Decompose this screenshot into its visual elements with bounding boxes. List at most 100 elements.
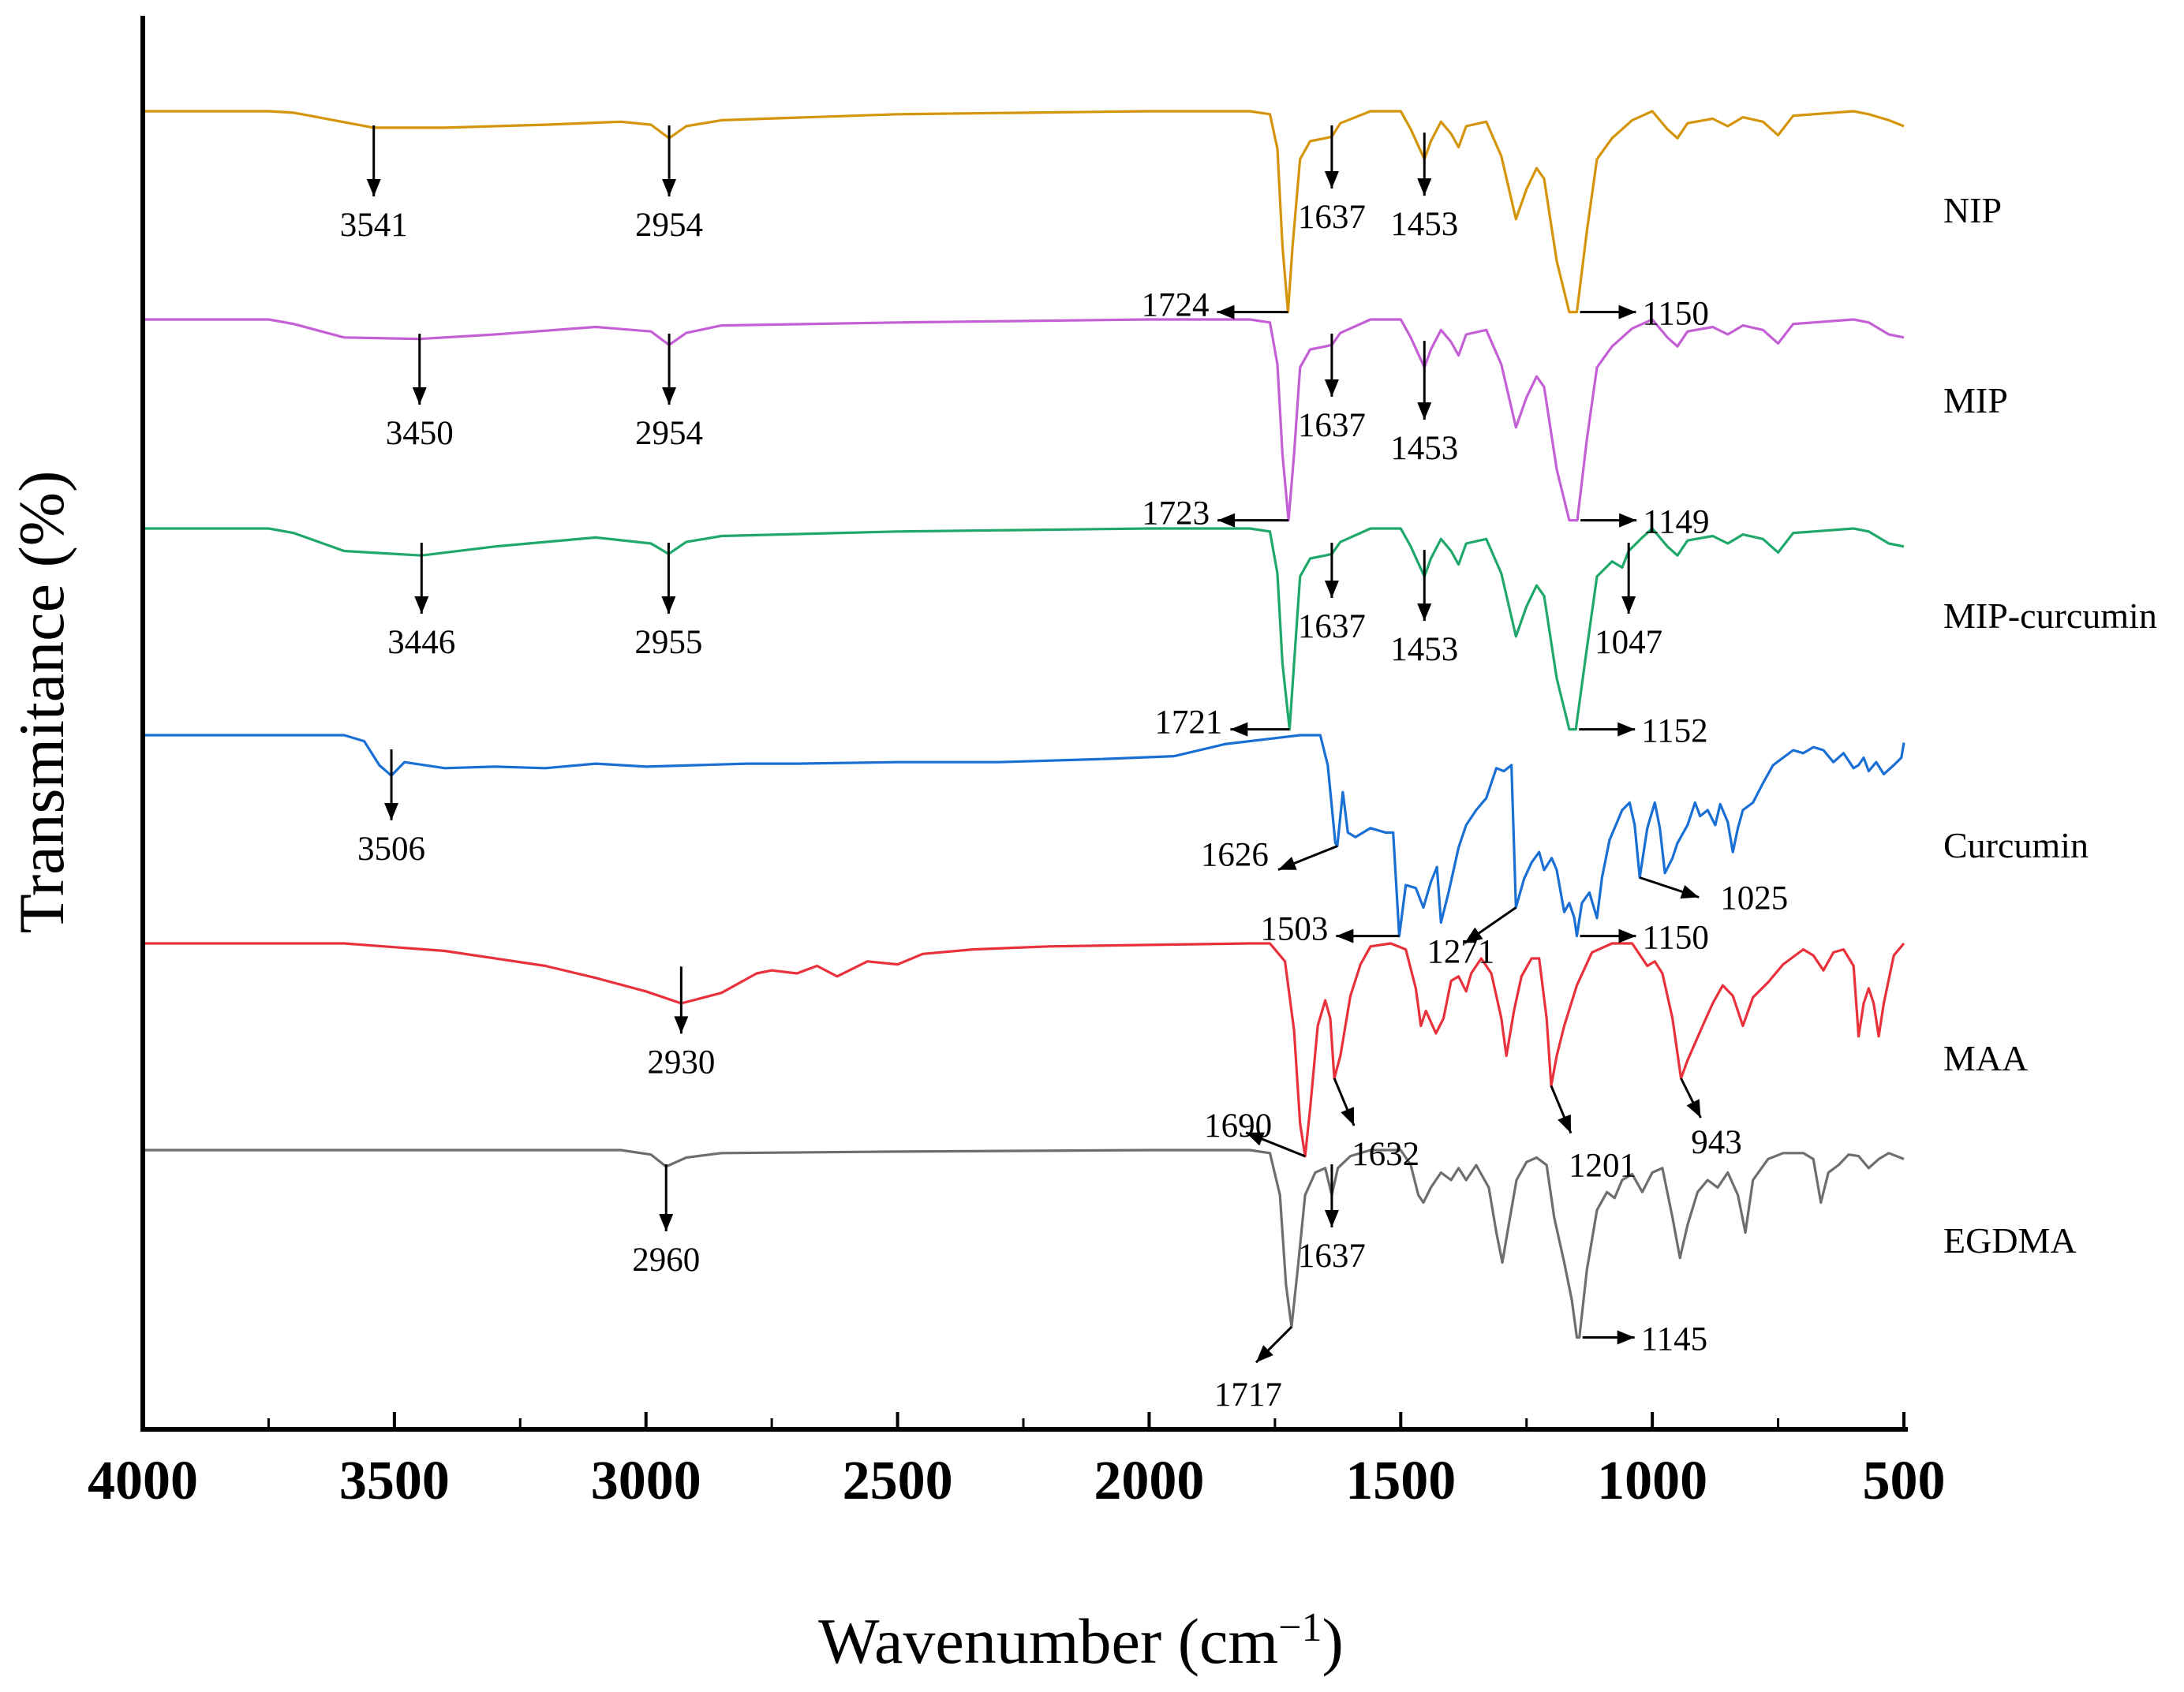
peak-annotation: 1637 — [1298, 125, 1366, 236]
peak-1150-label: 1150 — [1642, 296, 1708, 333]
peak-annotation: 1723 — [1142, 495, 1289, 532]
peak-1724-label: 1724 — [1141, 287, 1209, 324]
peak-1637-arrowhead — [1324, 379, 1339, 397]
peak-1453-label: 1453 — [1390, 631, 1458, 668]
spectrum-line-mip-curcumin — [143, 527, 1905, 731]
peak-1721-arrowhead — [1230, 722, 1248, 737]
peak-1047-label: 1047 — [1595, 624, 1662, 661]
peak-1637-arrowhead — [1324, 1210, 1339, 1227]
spectra-group — [143, 110, 1905, 1339]
peak-annotation: 1271 — [1427, 906, 1517, 971]
x-tick-label-1000: 1000 — [1597, 1451, 1707, 1511]
peak-1637-arrowhead — [1324, 581, 1339, 598]
peak-annotation: 1724 — [1141, 287, 1288, 324]
x-ticks: 4000 3500 3000 2500 2000 1500 1000 500 — [88, 1412, 1946, 1511]
peak-1723-label: 1723 — [1142, 495, 1210, 532]
peak-annotation: 2954 — [635, 125, 703, 244]
peak-annotation: 1690 — [1204, 1107, 1306, 1158]
peak-1025-arrowhead — [1680, 885, 1700, 899]
peak-1637-label: 1637 — [1298, 1238, 1366, 1275]
peak-1453-arrowhead — [1417, 178, 1432, 196]
peak-annotation: 3541 — [340, 125, 408, 244]
peak-2954-arrowhead — [662, 387, 677, 405]
peak-annotation: 3450 — [386, 334, 454, 452]
peak-1152-arrowhead — [1617, 722, 1636, 737]
peak-annotation: 1453 — [1390, 341, 1458, 467]
peak-1717-label: 1717 — [1214, 1376, 1282, 1414]
peak-1690-arrowhead — [1246, 1132, 1265, 1146]
peak-annotations: 3541 2954 1637 1453 1724 1150 3450 2954 1637 1453… — [340, 125, 1788, 1414]
peak-annotation: 2955 — [634, 543, 702, 661]
peak-1632-arrowhead — [1341, 1107, 1355, 1126]
x-axis-title: Wavenumber (cm−1) — [818, 1605, 1344, 1678]
peak-1637-label: 1637 — [1298, 608, 1366, 645]
peak-1149-arrowhead — [1619, 513, 1637, 528]
peak-1150-arrowhead — [1618, 928, 1636, 943]
peak-3506-arrowhead — [384, 803, 399, 820]
spectrum-line-mip — [143, 318, 1905, 522]
peak-1453-label: 1453 — [1390, 430, 1458, 467]
x-tick-label-2500: 2500 — [843, 1451, 953, 1511]
peak-2960-label: 2960 — [632, 1242, 700, 1279]
peak-1724-arrowhead — [1217, 304, 1235, 319]
peak-annotation: 1637 — [1298, 1164, 1366, 1275]
peak-3450-arrowhead — [412, 387, 427, 405]
peak-1503-arrowhead — [1336, 928, 1354, 943]
peak-1201-arrowhead — [1558, 1114, 1571, 1134]
peak-1717-arrowhead — [1255, 1345, 1273, 1363]
peak-annotation: 1025 — [1639, 876, 1788, 917]
peak-943-arrowhead — [1686, 1099, 1701, 1118]
peak-annotation: 1637 — [1298, 543, 1366, 645]
peak-annotation: 1149 — [1580, 504, 1710, 541]
peak-2954-arrowhead — [662, 179, 677, 196]
peak-1723-arrowhead — [1217, 513, 1236, 528]
peak-1271-arrowhead — [1464, 927, 1483, 943]
peak-annotation: 1637 — [1298, 334, 1366, 444]
peak-1453-arrowhead — [1417, 603, 1432, 622]
peak-annotation: 943 — [1680, 1078, 1742, 1161]
spectrum-line-nip — [143, 110, 1905, 314]
peak-1453-arrowhead — [1417, 402, 1432, 420]
peak-1721-label: 1721 — [1154, 704, 1222, 741]
series-label-egdma: EGDMA — [1943, 1220, 2077, 1261]
series-labels: NIP MIP MIP-curcumin Curcumin MAA EGDMA — [1943, 190, 2157, 1261]
peak-annotation: 3506 — [357, 749, 425, 868]
peak-annotation: 1453 — [1390, 550, 1458, 668]
peak-annotation: 1503 — [1260, 911, 1400, 948]
peak-2930-arrowhead — [674, 1016, 689, 1034]
peak-2955-label: 2955 — [634, 624, 702, 661]
x-tick-label-3500: 3500 — [339, 1451, 450, 1511]
peak-annotation: 1150 — [1580, 296, 1709, 333]
peak-3446-label: 3446 — [387, 624, 455, 661]
spectrum-line-egdma — [143, 1149, 1905, 1339]
x-tick-label-4000: 4000 — [88, 1451, 198, 1511]
peak-1690-label: 1690 — [1204, 1107, 1272, 1145]
peak-2930-label: 2930 — [647, 1044, 715, 1081]
x-tick-label-3000: 3000 — [591, 1451, 701, 1511]
series-label-mip: MIP — [1943, 380, 2008, 420]
peak-annotation: 1717 — [1214, 1326, 1292, 1414]
peak-2954-label: 2954 — [635, 207, 703, 244]
peak-1271-label: 1271 — [1427, 934, 1494, 971]
peak-1047-arrowhead — [1621, 596, 1636, 614]
peak-annotation: 1626 — [1201, 837, 1338, 874]
peak-annotation: 3446 — [387, 543, 455, 661]
peak-annotation: 2930 — [647, 966, 715, 1081]
peak-1150-label: 1150 — [1642, 920, 1708, 957]
peak-annotation: 1150 — [1580, 920, 1709, 957]
peak-1637-label: 1637 — [1298, 407, 1366, 444]
peak-annotation: 2954 — [635, 334, 703, 452]
x-tick-label-1500: 1500 — [1345, 1451, 1456, 1511]
y-axis-title: Transmitance (%) — [6, 471, 77, 934]
x-tick-label-500: 500 — [1863, 1451, 1946, 1511]
peak-1637-label: 1637 — [1298, 199, 1366, 236]
peak-1632-label: 1632 — [1352, 1136, 1419, 1173]
spectrum-line-maa — [143, 942, 1905, 1158]
peak-annotation: 1145 — [1582, 1321, 1707, 1358]
peak-3541-arrowhead — [366, 179, 381, 196]
peak-3541-label: 3541 — [340, 207, 408, 244]
peak-1503-label: 1503 — [1260, 911, 1328, 948]
peak-1626-label: 1626 — [1201, 837, 1269, 874]
peak-1626-arrowhead — [1277, 857, 1297, 870]
